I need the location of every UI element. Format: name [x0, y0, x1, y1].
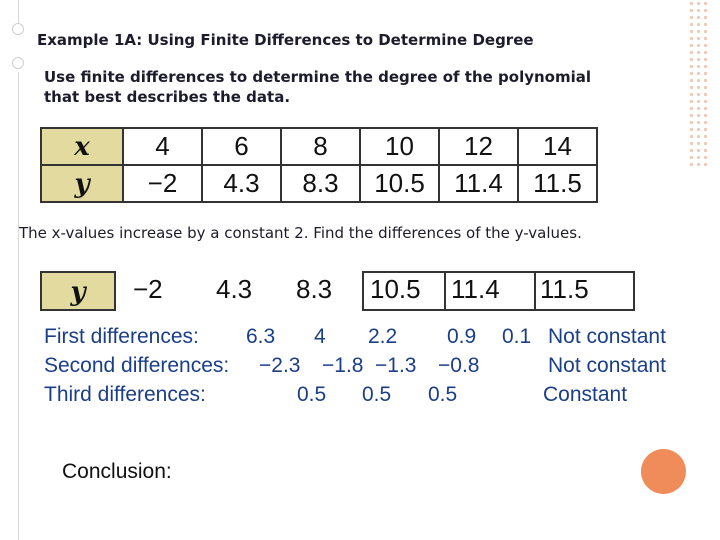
first-differences-status: Not constant [548, 325, 666, 348]
instruction-text: Use finite differences to determine the … [44, 68, 592, 106]
y-row-value: −2 [133, 274, 163, 304]
second-difference-value: −1.8 [322, 354, 364, 377]
frame-line [18, 0, 19, 23]
x-header: x [40, 127, 124, 166]
x-value: 4 [122, 127, 203, 166]
third-difference-value: 0.5 [297, 383, 327, 406]
x-value: 10 [359, 127, 440, 166]
frame-circle [12, 57, 24, 69]
first-difference-value: 6.3 [246, 325, 276, 348]
second-difference-value: −2.3 [259, 354, 301, 377]
third-difference-value: 0.5 [428, 383, 458, 406]
y-row-value: 10.5 [370, 274, 421, 304]
y-row-value: 11.5 [540, 274, 589, 304]
y-value: 10.5 [359, 164, 440, 203]
y-value: −2 [122, 164, 203, 203]
conclusion-label: Conclusion: [62, 460, 172, 483]
second-differences-status: Not constant [548, 354, 666, 377]
y-value: 4.3 [201, 164, 282, 203]
second-difference-value: −0.8 [438, 354, 480, 377]
slide-title: Example 1A: Using Finite Differences to … [37, 31, 534, 49]
y-value: 11.5 [517, 164, 598, 203]
first-difference-value: 4 [314, 325, 326, 348]
y-row-box [362, 271, 635, 311]
x-value: 14 [517, 127, 598, 166]
first-difference-value: 2.2 [368, 325, 398, 348]
first-difference-value: 0.1 [502, 325, 532, 348]
third-difference-value: 0.5 [362, 383, 392, 406]
x-value: 6 [201, 127, 282, 166]
y-value: 8.3 [280, 164, 361, 203]
y-row-label: y [40, 271, 116, 311]
dot-pattern [688, 0, 710, 170]
third-differences-label: Third differences: [44, 383, 206, 406]
third-differences-status: Constant [543, 383, 628, 406]
second-differences-label: Second differences: [44, 354, 230, 377]
y-row-value: 11.4 [451, 274, 500, 304]
first-difference-value: 0.9 [447, 325, 477, 348]
y-row: y −2 4.3 8.3 10.5 11.4 11.5 [40, 164, 598, 203]
x-value: 8 [280, 127, 361, 166]
differences-note: The x-values increase by a constant 2. F… [19, 224, 582, 242]
y-value: 11.4 [438, 164, 519, 203]
first-differences-label: First differences: [44, 325, 199, 348]
data-table: x 4 6 8 10 12 14 y −2 4.3 8.3 10.5 11.4 … [40, 127, 598, 203]
x-value: 12 [438, 127, 519, 166]
frame-line [18, 72, 19, 540]
frame-circle [12, 23, 24, 35]
x-row: x 4 6 8 10 12 14 [40, 127, 598, 166]
accent-circle [641, 449, 686, 494]
second-difference-value: −1.3 [375, 354, 417, 377]
y-header: y [40, 164, 124, 203]
y-row-value: 8.3 [296, 274, 333, 304]
y-row-value: 4.3 [216, 274, 253, 304]
